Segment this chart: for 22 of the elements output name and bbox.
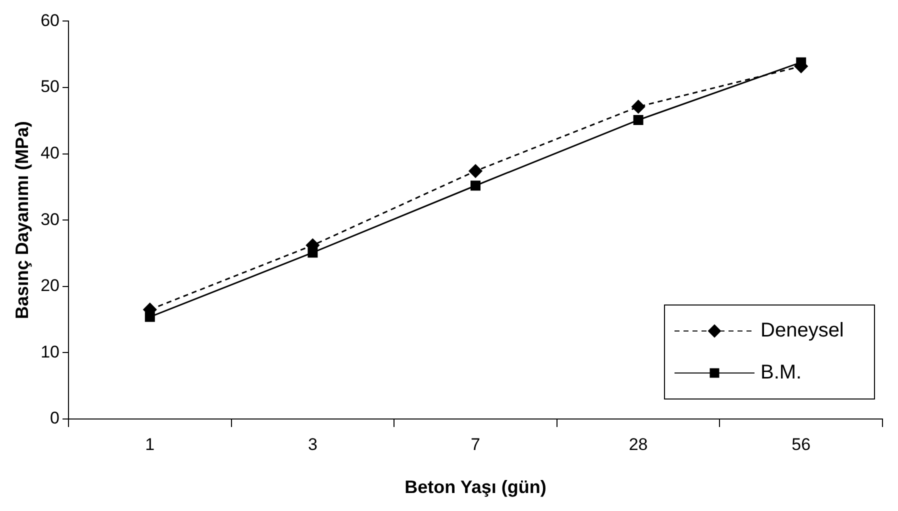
x-tick-label: 3 bbox=[308, 434, 318, 454]
y-tick-label: 20 bbox=[40, 276, 60, 296]
point bbox=[632, 100, 646, 114]
y-tick-label: 40 bbox=[40, 143, 60, 162]
point bbox=[468, 164, 482, 178]
point bbox=[144, 312, 155, 322]
x-tick-label: 28 bbox=[628, 434, 648, 454]
x-tick-label: 7 bbox=[470, 434, 480, 454]
y-axis-title: Basınç Dayanımı (MPa) bbox=[12, 121, 32, 320]
point bbox=[633, 114, 644, 125]
legend-label: B.M. bbox=[760, 362, 802, 384]
y-tick-label: 10 bbox=[40, 342, 60, 362]
point bbox=[470, 180, 480, 191]
y-tick-label: 0 bbox=[50, 408, 60, 428]
y-tick-label: 50 bbox=[40, 77, 60, 96]
y-tick-label: 60 bbox=[40, 10, 60, 30]
y-tick-label: 30 bbox=[40, 210, 60, 229]
x-tick-label: 1 bbox=[145, 434, 155, 454]
point bbox=[308, 248, 318, 258]
x-tick-label: 56 bbox=[792, 434, 811, 454]
legend-label: Deneysel bbox=[760, 320, 844, 342]
x-axis-title: Beton Yaşı (gün) bbox=[404, 477, 546, 498]
